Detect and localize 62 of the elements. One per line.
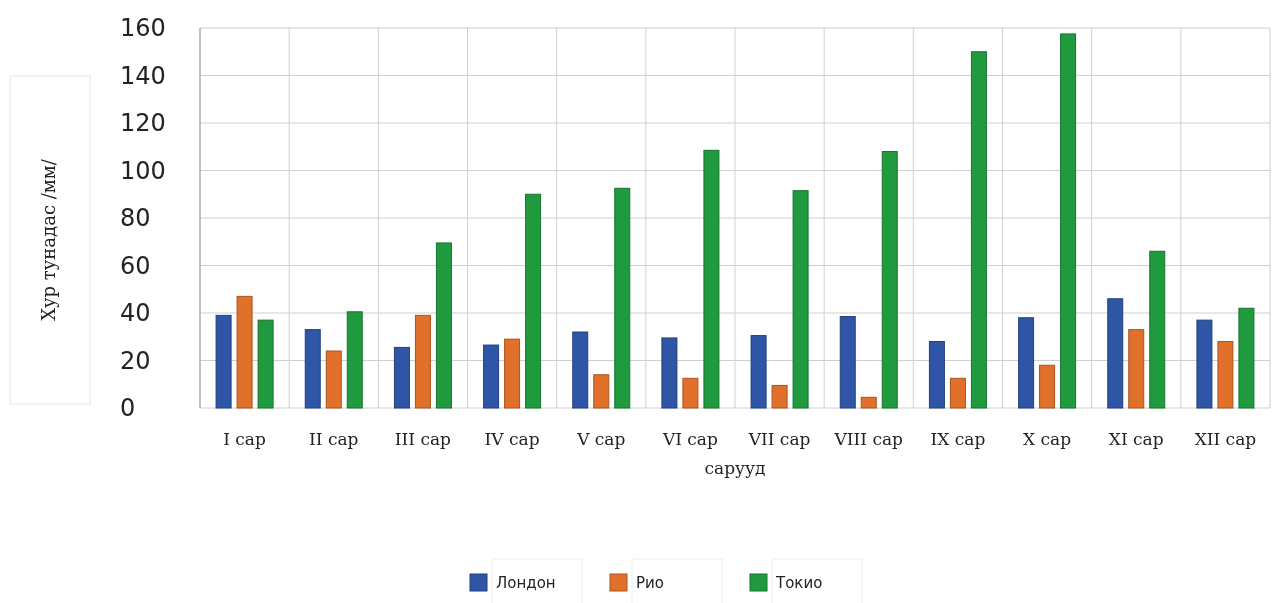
x-tick-label: III сар (394, 429, 452, 449)
x-tick-label: I сар (223, 429, 267, 449)
bar (1238, 307, 1255, 409)
bar (1107, 298, 1124, 409)
bar (525, 193, 542, 409)
legend-label: Лондон (496, 574, 556, 593)
legend-label: Токио (775, 574, 823, 593)
bar (949, 377, 966, 409)
bar (1128, 329, 1145, 409)
bar (682, 377, 699, 409)
y-tick-label: 40 (120, 299, 151, 328)
y-tick-label: 80 (120, 204, 151, 233)
x-tick-label: VIII сар (833, 429, 904, 449)
bar (393, 346, 410, 409)
bar (572, 331, 589, 409)
y-tick-label: 160 (120, 14, 166, 43)
x-tick-label: IX сар (930, 429, 986, 449)
bar (750, 335, 767, 409)
bar (215, 314, 232, 409)
bar (325, 350, 342, 409)
y-tick-label: 100 (120, 156, 166, 185)
bar (504, 338, 521, 409)
bar (771, 384, 788, 409)
bar (1149, 250, 1166, 409)
bar (860, 396, 877, 409)
y-axis-title: Хур тунадас /мм/ (38, 158, 59, 321)
x-tick-label: VI сар (661, 429, 718, 449)
bar (1018, 317, 1035, 409)
x-tick-label: XI сар (1108, 429, 1164, 449)
bar (703, 149, 720, 409)
x-tick-label: XII сар (1194, 429, 1257, 449)
bar (593, 374, 610, 409)
bar (257, 319, 274, 409)
bar (614, 187, 631, 409)
y-tick-label: 0 (120, 394, 136, 423)
bar (928, 341, 945, 409)
bar (881, 151, 898, 409)
bar (1039, 364, 1056, 409)
bar (1060, 33, 1077, 409)
bar (792, 190, 809, 409)
y-tick-label: 140 (120, 61, 166, 90)
bar (414, 314, 431, 409)
bar (346, 311, 363, 409)
x-tick-label: V сар (576, 429, 626, 449)
y-tick-label: 20 (120, 346, 151, 375)
x-tick-label: II сар (309, 429, 359, 449)
bar (661, 337, 678, 409)
x-tick-label: VII сар (747, 429, 811, 449)
x-tick-label: X сар (1023, 429, 1072, 449)
x-axis-title: сарууд (704, 458, 766, 478)
x-tick-label: IV сар (484, 429, 540, 449)
bar (435, 242, 452, 409)
bar (970, 51, 987, 409)
legend-label: Рио (636, 574, 664, 593)
bar (304, 329, 321, 409)
y-tick-label: 60 (120, 251, 151, 280)
bar (1196, 319, 1213, 409)
bar (1217, 341, 1234, 409)
bar (483, 344, 500, 409)
bar (236, 295, 253, 409)
bar (839, 316, 856, 409)
y-tick-label: 120 (120, 109, 166, 138)
